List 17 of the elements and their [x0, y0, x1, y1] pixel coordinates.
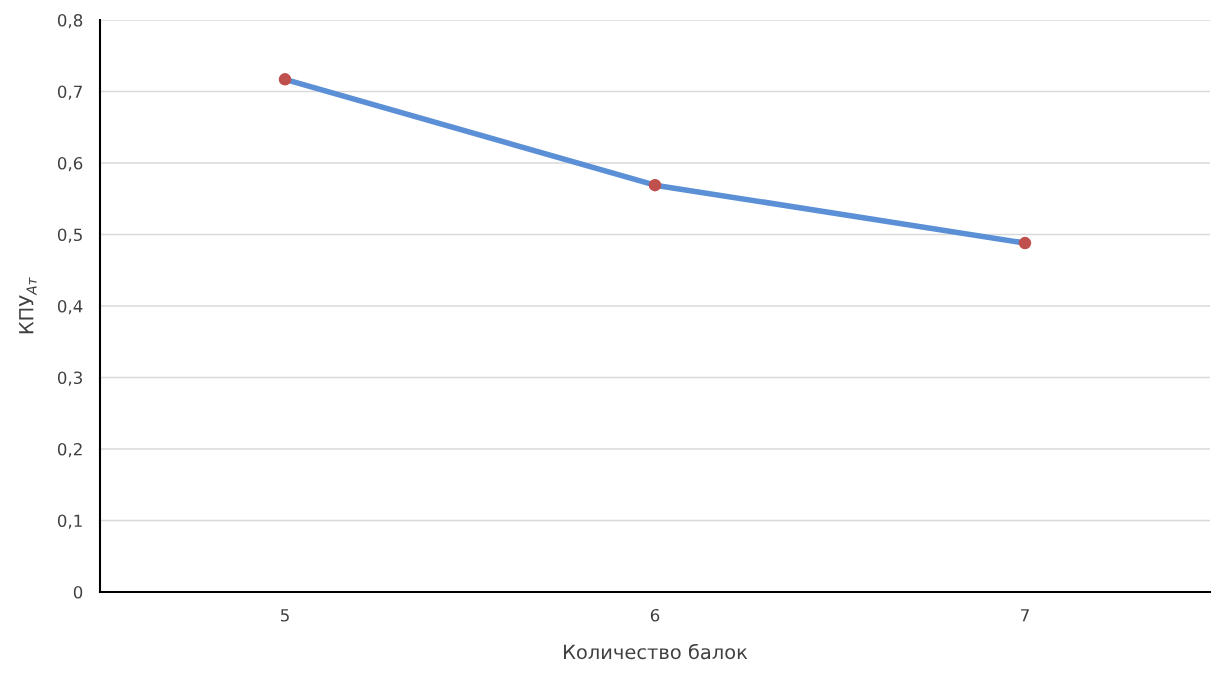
y-tick-label: 0,2: [57, 442, 82, 458]
x-tick-label: 7: [1021, 609, 1029, 622]
point: [1018, 236, 1032, 250]
y-tick-label: 0,1: [57, 514, 82, 529]
point: [278, 73, 292, 86]
y-tick-label: 0: [73, 585, 83, 599]
x-axis-title: Количество балок: [564, 643, 748, 660]
y-tick-label: 0,8: [57, 13, 83, 29]
point: [648, 178, 662, 192]
x-tick-label: 5: [280, 609, 289, 622]
y-tick-label: 0,5: [57, 228, 82, 243]
x-tick-label: 6: [650, 608, 660, 622]
y-tick-label: 0,6: [57, 156, 83, 172]
y-tick-label: 0,3: [57, 371, 82, 386]
y-axis-title: КПУ$_{Ат}$: [19, 277, 37, 334]
y-tick-label: 0,7: [57, 85, 82, 100]
y-tick-label: 0,4: [57, 299, 83, 315]
